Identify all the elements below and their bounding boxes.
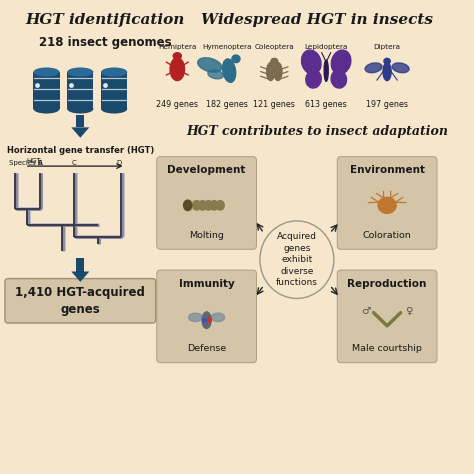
- Polygon shape: [67, 72, 93, 109]
- Ellipse shape: [67, 104, 93, 114]
- Text: 182 genes: 182 genes: [206, 100, 248, 109]
- Text: Immunity: Immunity: [179, 279, 235, 289]
- Ellipse shape: [67, 67, 93, 77]
- Polygon shape: [71, 128, 89, 138]
- Ellipse shape: [324, 60, 328, 81]
- Text: Coleoptera: Coleoptera: [255, 44, 294, 50]
- Polygon shape: [71, 272, 89, 282]
- Text: Lepidoptera: Lepidoptera: [304, 44, 348, 50]
- Ellipse shape: [331, 70, 346, 88]
- Ellipse shape: [173, 53, 182, 59]
- Text: Coloration: Coloration: [363, 231, 411, 240]
- Ellipse shape: [199, 201, 207, 210]
- Ellipse shape: [189, 313, 202, 321]
- Text: 249 genes: 249 genes: [156, 100, 198, 109]
- Ellipse shape: [392, 63, 409, 73]
- Text: Environment: Environment: [350, 165, 425, 175]
- Ellipse shape: [183, 200, 192, 210]
- Ellipse shape: [202, 312, 211, 328]
- Text: 121 genes: 121 genes: [254, 100, 295, 109]
- Text: Widespread HGT in insects: Widespread HGT in insects: [201, 12, 433, 27]
- Ellipse shape: [274, 63, 282, 81]
- Text: D: D: [117, 160, 122, 166]
- Text: 197 genes: 197 genes: [366, 100, 408, 109]
- Text: Hymenoptera: Hymenoptera: [202, 44, 252, 50]
- Text: Diptera: Diptera: [374, 44, 401, 50]
- Text: HGT identification: HGT identification: [26, 12, 185, 27]
- Ellipse shape: [306, 70, 321, 88]
- Ellipse shape: [202, 318, 206, 322]
- Ellipse shape: [384, 58, 390, 64]
- Text: 1,410 HGT-acquired
genes: 1,410 HGT-acquired genes: [15, 286, 145, 316]
- Polygon shape: [76, 115, 84, 128]
- FancyBboxPatch shape: [337, 156, 437, 249]
- Text: ♀: ♀: [405, 306, 412, 316]
- Ellipse shape: [223, 59, 236, 82]
- Circle shape: [260, 221, 334, 299]
- Polygon shape: [101, 72, 127, 109]
- FancyBboxPatch shape: [157, 156, 256, 249]
- Text: Horizontal gene transfer (HGT): Horizontal gene transfer (HGT): [7, 146, 154, 155]
- Polygon shape: [76, 258, 84, 272]
- Text: C: C: [71, 160, 76, 166]
- Ellipse shape: [101, 67, 127, 77]
- Ellipse shape: [187, 201, 195, 210]
- Text: HGT contributes to insect adaptation: HGT contributes to insect adaptation: [186, 125, 448, 137]
- Ellipse shape: [33, 67, 60, 77]
- Ellipse shape: [301, 50, 321, 74]
- Text: Defense: Defense: [187, 344, 226, 353]
- Text: Reproduction: Reproduction: [347, 279, 427, 289]
- Text: HGT: HGT: [26, 158, 41, 164]
- Ellipse shape: [383, 63, 391, 81]
- Text: ♂: ♂: [361, 306, 370, 316]
- Ellipse shape: [378, 197, 396, 213]
- Text: Molting: Molting: [189, 231, 224, 240]
- Text: Acquired
genes
exhibit
diverse
functions: Acquired genes exhibit diverse functions: [276, 232, 318, 287]
- Text: Species A: Species A: [9, 160, 43, 166]
- Ellipse shape: [216, 201, 224, 210]
- Text: Development: Development: [167, 165, 246, 175]
- FancyBboxPatch shape: [5, 279, 155, 323]
- Ellipse shape: [331, 50, 351, 74]
- Ellipse shape: [232, 55, 240, 63]
- Ellipse shape: [192, 201, 201, 210]
- Ellipse shape: [210, 201, 219, 210]
- Text: 613 genes: 613 genes: [305, 100, 347, 109]
- Text: B: B: [37, 160, 42, 166]
- Ellipse shape: [207, 318, 211, 322]
- Ellipse shape: [204, 201, 212, 210]
- Ellipse shape: [101, 104, 127, 114]
- Ellipse shape: [208, 70, 223, 79]
- Text: 218 insect genomes: 218 insect genomes: [39, 36, 172, 49]
- FancyBboxPatch shape: [157, 270, 256, 363]
- Text: Hemiptera: Hemiptera: [158, 44, 197, 50]
- Ellipse shape: [267, 63, 275, 81]
- Ellipse shape: [198, 58, 222, 72]
- FancyBboxPatch shape: [337, 270, 437, 363]
- Ellipse shape: [271, 58, 278, 64]
- Ellipse shape: [211, 313, 225, 321]
- Ellipse shape: [33, 104, 60, 114]
- Ellipse shape: [365, 63, 382, 73]
- Ellipse shape: [170, 58, 184, 81]
- Text: Male courtship: Male courtship: [352, 344, 422, 353]
- Polygon shape: [33, 72, 60, 109]
